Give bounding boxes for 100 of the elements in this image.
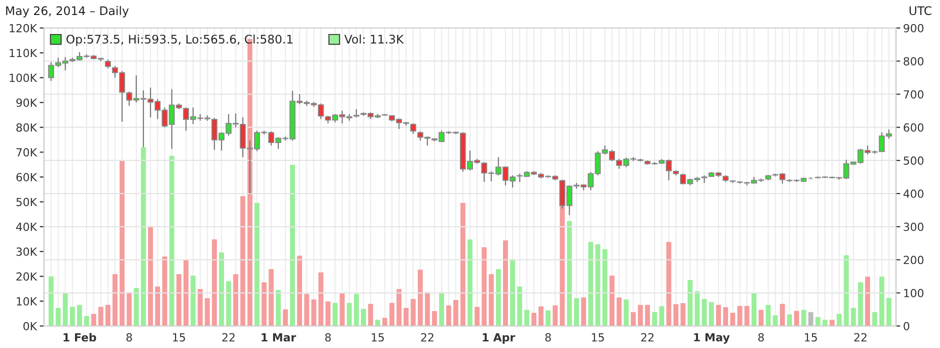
x-tick-label: 1 Mar <box>262 333 296 342</box>
bar <box>574 298 579 326</box>
bar <box>354 294 359 326</box>
bar <box>254 202 260 326</box>
y-tick-label: 80K <box>16 123 38 132</box>
bar <box>702 298 707 326</box>
y-tick-label: 40K <box>16 222 38 232</box>
bar <box>48 276 54 326</box>
y-tick-label: 110K <box>10 48 38 58</box>
bar <box>673 304 678 326</box>
bar <box>610 276 614 326</box>
bar <box>439 292 444 326</box>
bar <box>56 308 61 326</box>
bar <box>184 260 188 326</box>
x-tick-label: 15 <box>804 333 817 342</box>
text: May 26, 2014 – Daily <box>6 6 129 18</box>
bar <box>850 308 856 326</box>
bar <box>105 304 110 326</box>
bar <box>382 318 388 326</box>
bar <box>531 312 536 326</box>
y2-tick-label: 600 <box>904 123 924 132</box>
y-tick-label: 50K <box>16 198 38 206</box>
bar <box>780 304 785 326</box>
bar <box>77 304 82 326</box>
bar <box>84 316 90 326</box>
x-tick-label: 22 <box>421 333 434 342</box>
bar <box>240 196 246 326</box>
y-tick-label: 20K <box>16 272 38 281</box>
bar <box>396 289 402 326</box>
bar <box>120 160 125 326</box>
bar <box>616 297 622 326</box>
y-tick-label: 0K <box>23 322 38 330</box>
bar <box>886 298 892 326</box>
bar <box>602 249 608 326</box>
bar <box>332 302 338 326</box>
bar <box>766 304 771 326</box>
bar <box>262 282 267 326</box>
bar <box>879 276 884 326</box>
bar <box>694 291 700 326</box>
bar <box>552 305 558 326</box>
bar <box>595 244 600 326</box>
bar <box>581 297 586 326</box>
bar <box>70 306 75 326</box>
y2-tick-label: 100 <box>904 288 924 298</box>
legend-label: Vol: 11.3K <box>344 34 404 44</box>
bar <box>723 307 728 326</box>
bar <box>624 299 629 326</box>
bar <box>140 147 146 326</box>
bar <box>311 299 316 326</box>
bar <box>424 292 430 326</box>
bar <box>290 164 295 326</box>
bar <box>304 294 310 326</box>
bar <box>361 308 366 326</box>
y2-tick-label: 300 <box>904 222 924 232</box>
x-tick-label: 22 <box>854 333 866 342</box>
bar <box>638 304 643 326</box>
x-tick-label: 22 <box>222 333 235 342</box>
bar <box>758 310 764 326</box>
bar <box>772 315 778 326</box>
bar <box>844 255 849 326</box>
bar <box>730 312 736 326</box>
bar <box>645 304 650 326</box>
bar <box>155 286 160 326</box>
bar <box>268 269 274 326</box>
y2-tick-label: 800 <box>904 57 924 66</box>
y-tick-label: 90K <box>16 98 38 107</box>
y-tick-label: 70K <box>16 148 38 157</box>
y2-tick-label: 500 <box>904 156 924 165</box>
bar <box>446 305 452 326</box>
x-tick-label: 8 <box>758 333 764 342</box>
bar <box>418 270 423 326</box>
bar <box>744 306 750 326</box>
bar <box>538 306 544 326</box>
bar <box>389 302 394 326</box>
bar <box>410 298 416 326</box>
bar <box>546 310 551 326</box>
bar <box>460 202 466 326</box>
bar <box>474 306 480 326</box>
bar <box>169 156 174 326</box>
bar <box>212 239 217 326</box>
bar <box>98 306 104 326</box>
candlestick <box>410 122 416 135</box>
bar <box>482 247 487 326</box>
bar <box>688 280 693 326</box>
bar <box>510 259 516 326</box>
bar <box>112 274 118 326</box>
y-tick-label: 30K <box>16 247 38 256</box>
bar <box>815 317 820 326</box>
y2-tick-label: 400 <box>903 190 924 198</box>
bar <box>226 281 232 326</box>
x-tick-label: 15 <box>592 333 604 342</box>
bar <box>737 306 742 326</box>
bar <box>346 302 352 326</box>
bar <box>801 310 806 326</box>
x-tick-label: 8 <box>325 333 331 342</box>
bar <box>858 282 863 326</box>
bar <box>276 290 281 326</box>
bar <box>134 288 139 326</box>
x-tick-label: 15 <box>173 333 185 342</box>
bar <box>468 239 472 326</box>
